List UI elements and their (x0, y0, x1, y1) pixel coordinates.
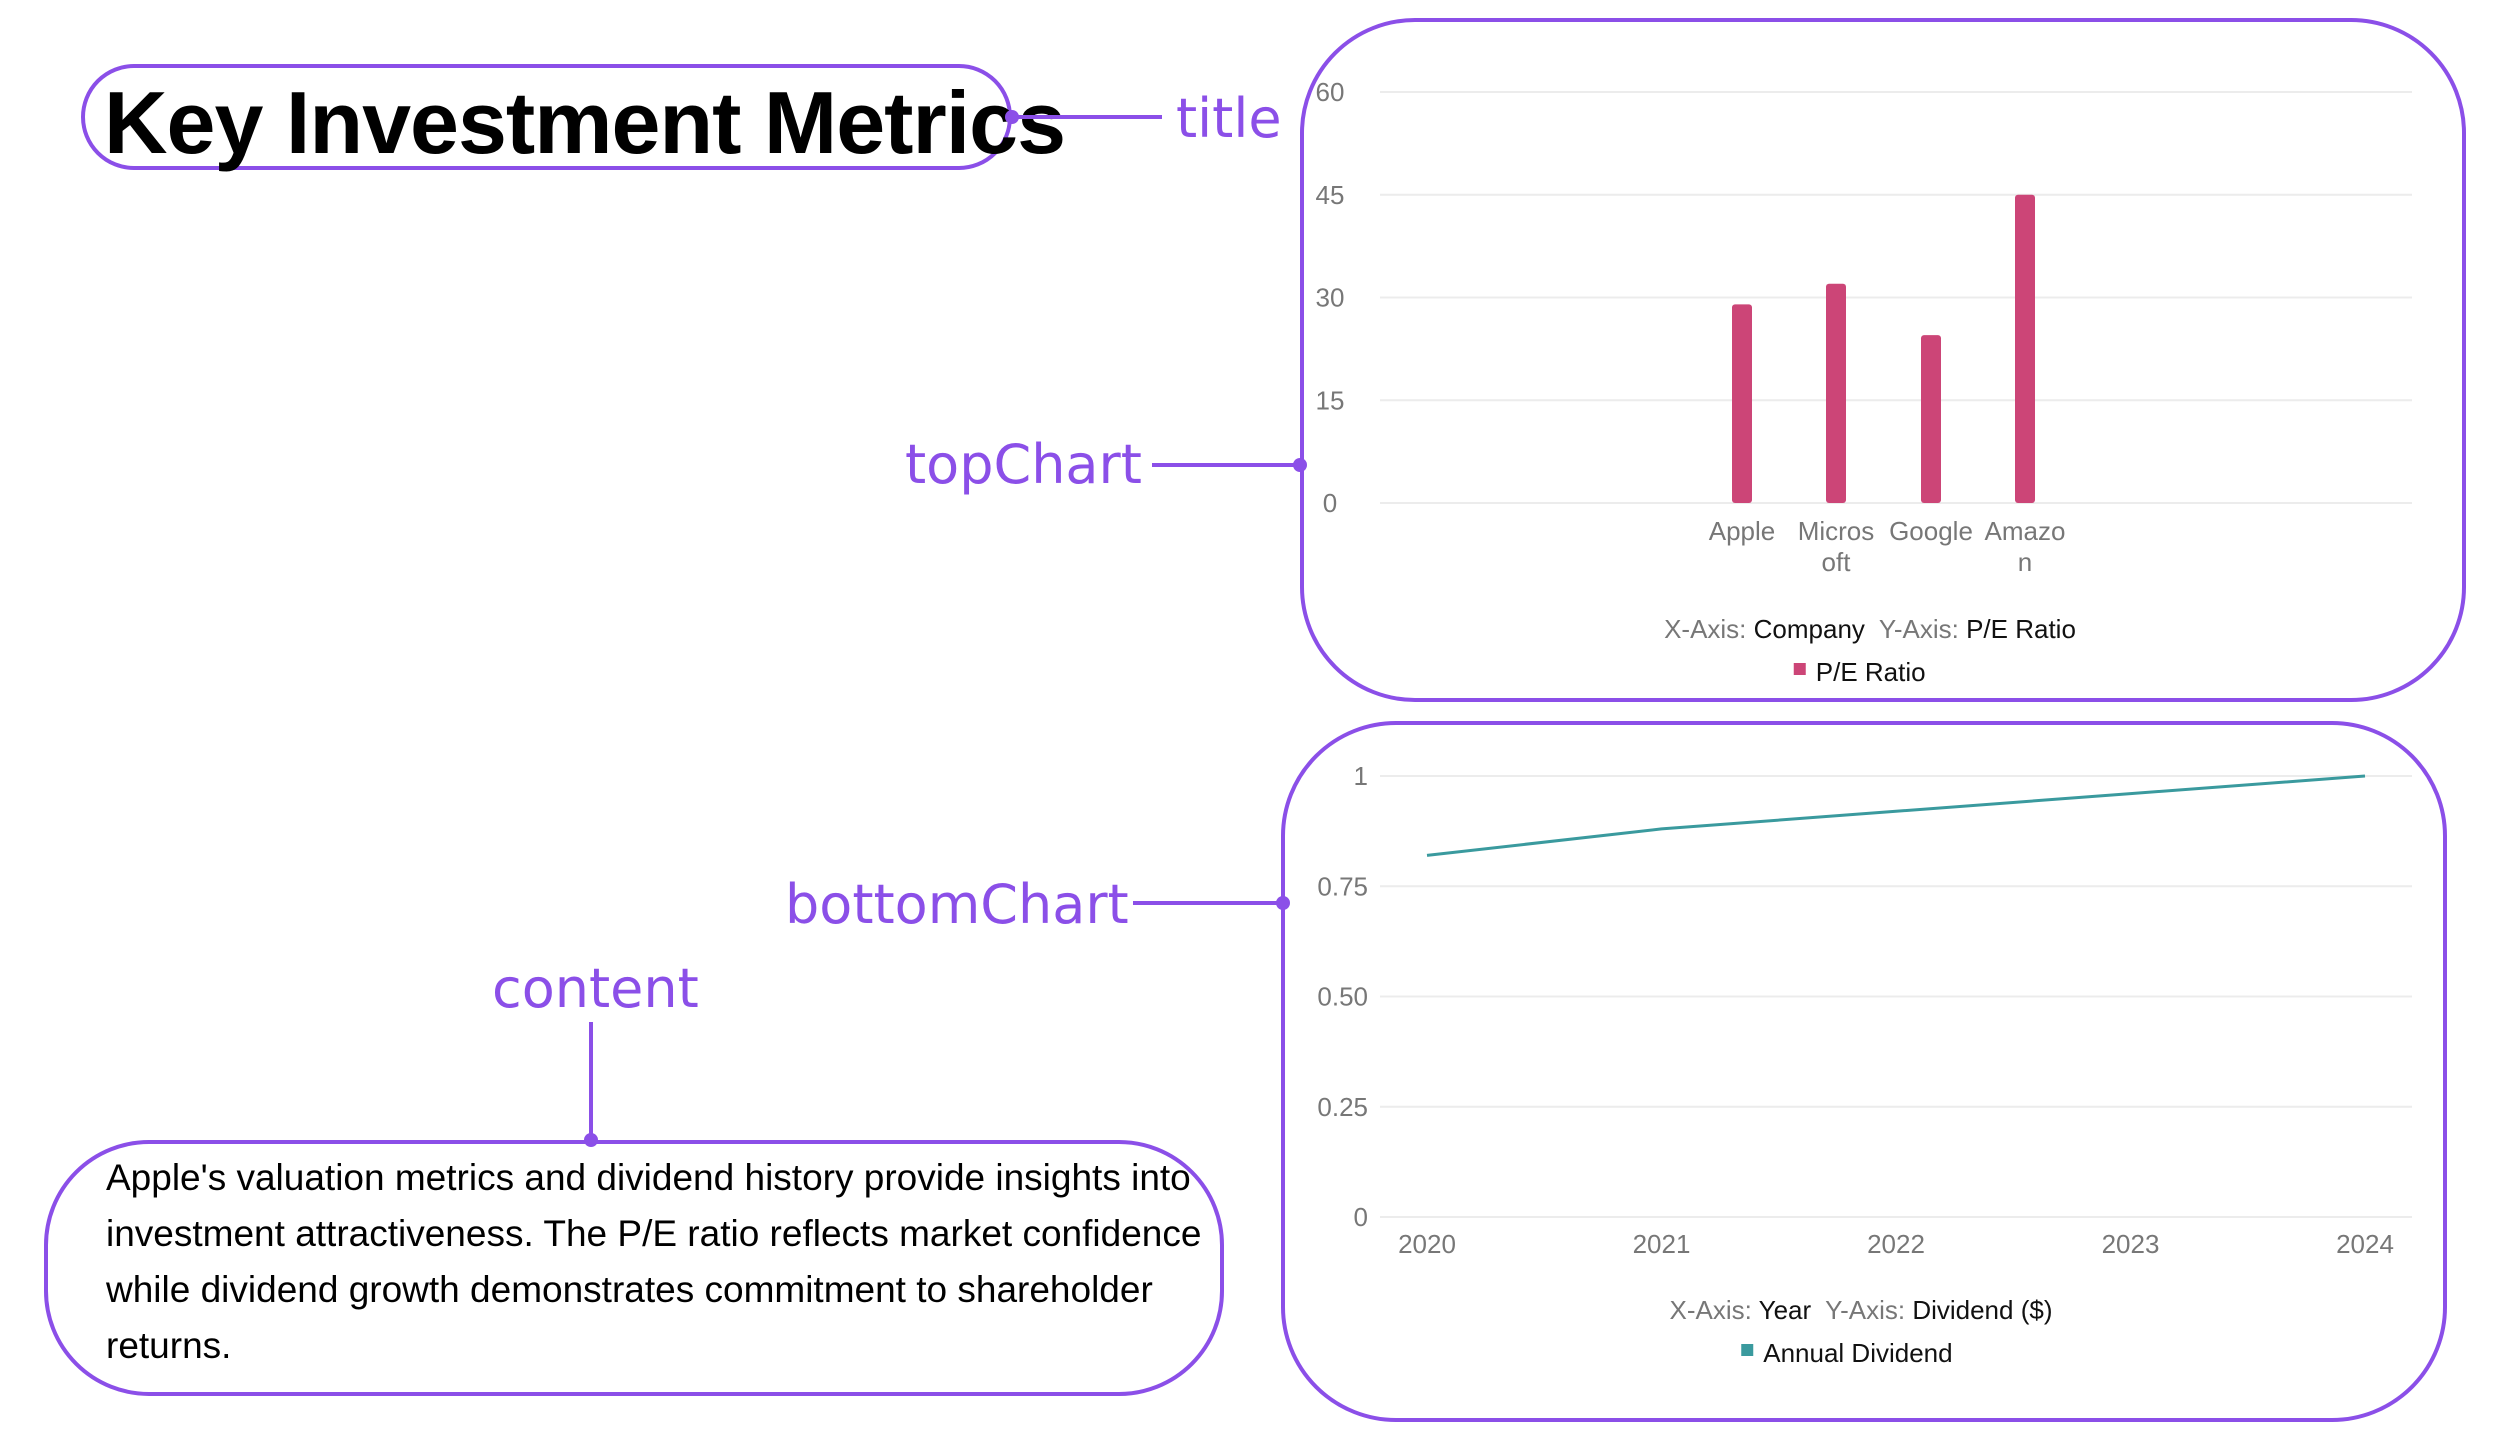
callout-title: title (1176, 87, 1282, 150)
legend-label: Annual Dividend (1763, 1338, 1952, 1368)
bar (2015, 194, 2035, 503)
y-tick-label: 1 (1354, 761, 1368, 791)
bar (1921, 335, 1941, 503)
title-box (81, 64, 1012, 170)
series-line (1426, 774, 2366, 857)
content-text: Apple's valuation metrics and dividend h… (106, 1157, 1202, 1366)
x-tick-label: 2020 (1398, 1229, 1456, 1259)
page-title: Key Investment Metrics (104, 73, 1066, 172)
x-tick-label: 2021 (1633, 1229, 1691, 1259)
callout-top-chart: topChart (905, 433, 1142, 496)
top-chart-box (1300, 18, 2466, 702)
connector-bottom-chart (1133, 896, 1290, 910)
connector-content (584, 1022, 598, 1147)
x-tick-label: Micros (1798, 516, 1875, 546)
connector-title (1005, 110, 1162, 124)
x-tick-label: Apple (1709, 516, 1776, 546)
legend-swatch (1793, 663, 1806, 675)
axis-info: X-Axis: Company Y-Axis: P/E Ratio (1664, 614, 2076, 644)
legend-label: P/E Ratio (1816, 657, 1926, 687)
y-tick-label: 0.75 (1317, 871, 1368, 901)
bar (1732, 304, 1752, 503)
x-tick-label: 2022 (1867, 1229, 1925, 1259)
legend-swatch (1741, 1344, 1754, 1356)
x-tick-label: Google (1889, 516, 1973, 546)
axis-info: X-Axis: Year Y-Axis: Dividend ($) (1670, 1295, 2053, 1325)
connector-top-chart (1152, 458, 1307, 472)
bottom-chart-box (1281, 721, 2447, 1422)
y-tick-label: 0.50 (1317, 982, 1368, 1012)
content-box (44, 1140, 1224, 1396)
y-tick-label: 0 (1354, 1202, 1368, 1232)
y-tick-label: 45 (1316, 180, 1345, 210)
callout-content: content (492, 957, 699, 1020)
y-tick-label: 60 (1316, 77, 1345, 107)
y-tick-label: 30 (1316, 283, 1345, 313)
x-tick-label: Amazo (1985, 516, 2066, 546)
x-tick-label: 2023 (2102, 1229, 2160, 1259)
y-tick-label: 0 (1323, 488, 1337, 518)
bottom-chart: 0 0.25 0.50 0.75 1 2020 2021 2022 2023 2024 X-Axis… (1317, 761, 2412, 1368)
bar (1826, 283, 1846, 503)
y-tick-label: 15 (1316, 385, 1345, 415)
x-tick-label: oft (1822, 547, 1852, 577)
x-tick-label: n (2018, 547, 2032, 577)
x-tick-label: 2024 (2336, 1229, 2394, 1259)
callout-bottom-chart: bottomChart (785, 873, 1129, 936)
y-tick-label: 0.25 (1317, 1092, 1368, 1122)
